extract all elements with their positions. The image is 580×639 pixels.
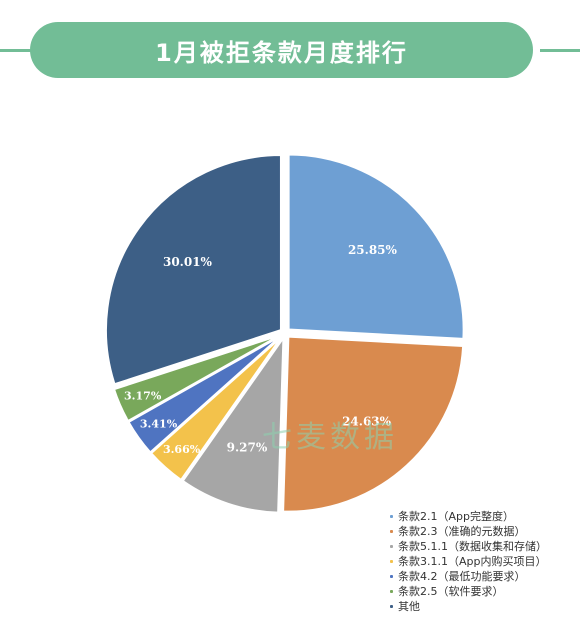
pie-slice-label-5: 3.17%: [124, 390, 162, 403]
legend-swatch: [390, 545, 393, 548]
legend-label: 其他: [398, 600, 420, 613]
watermark: 七麦数据: [262, 420, 398, 455]
pie-slice-label-3: 3.66%: [163, 443, 201, 456]
legend-item-2: 条款5.1.1（数据收集和存储）: [390, 539, 547, 554]
pie-slice-label-0: 25.85%: [348, 243, 398, 257]
legend-swatch: [390, 590, 393, 593]
legend-label: 条款2.3（准确的元数据）: [398, 525, 526, 538]
pie-slice-1: [282, 335, 465, 513]
legend-label: 条款5.1.1（数据收集和存储）: [398, 540, 547, 553]
legend-swatch: [390, 560, 393, 563]
pie-slice-label-4: 3.41%: [140, 417, 178, 430]
pie-slice-label-1: 24.63%: [342, 415, 392, 429]
pie-slice-label-6: 30.01%: [163, 255, 213, 269]
legend-swatch: [390, 530, 393, 533]
page-title: 1月被拒条款月度排行: [30, 22, 533, 78]
header-divider-left: [0, 49, 40, 52]
legend: 条款2.1（App完整度） 条款2.3（准确的元数据） 条款5.1.1（数据收集和存…: [390, 509, 547, 614]
legend-item-1: 条款2.3（准确的元数据）: [390, 524, 547, 539]
legend-swatch: [390, 515, 393, 518]
legend-swatch: [390, 605, 393, 608]
legend-item-5: 条款2.5（软件要求）: [390, 584, 547, 599]
legend-label: 条款3.1.1（App内购买项目）: [398, 555, 547, 568]
pie-slice-label-2: 9.27%: [227, 440, 268, 454]
pie-slice-4: [127, 335, 282, 454]
legend-item-0: 条款2.1（App完整度）: [390, 509, 547, 524]
pie-slice-5: [112, 334, 281, 423]
legend-swatch: [390, 575, 393, 578]
pie-slice-0: [287, 153, 465, 340]
header-divider-right: [540, 49, 580, 52]
legend-item-3: 条款3.1.1（App内购买项目）: [390, 554, 547, 569]
legend-label: 条款2.5（软件要求）: [398, 585, 504, 598]
header: 1月被拒条款月度排行: [0, 22, 580, 82]
pie-slice-2: [181, 334, 285, 514]
pie-slice-3: [149, 335, 283, 482]
legend-item-4: 条款4.2（最低功能要求）: [390, 569, 547, 584]
legend-item-6: 其他: [390, 599, 547, 614]
legend-label: 条款4.2（最低功能要求）: [398, 570, 526, 583]
pie-slice-6: [104, 154, 282, 386]
legend-label: 条款2.1（App完整度）: [398, 510, 514, 523]
